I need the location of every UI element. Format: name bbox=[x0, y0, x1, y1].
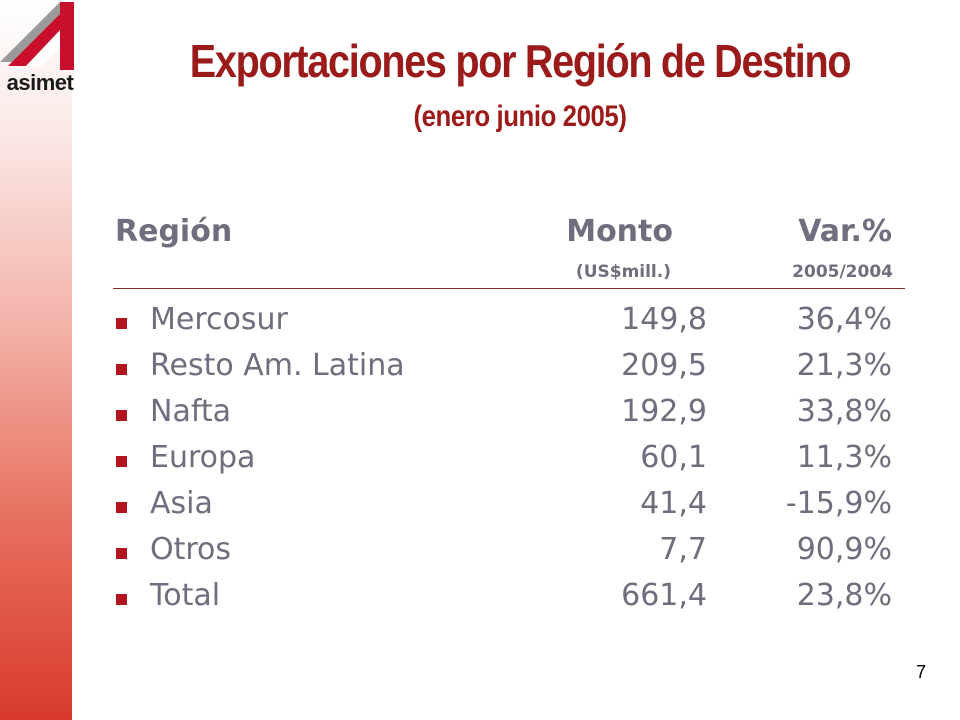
cell-region: Resto Am. Latina bbox=[150, 348, 405, 383]
cell-region: Total bbox=[150, 578, 221, 613]
slide-subtitle: (enero junio 2005) bbox=[413, 100, 627, 133]
cell-monto: 209,5 bbox=[621, 348, 707, 383]
table-row: Resto Am. Latina 209,5 21,3% bbox=[0, 342, 960, 388]
table-body: Mercosur 149,8 36,4% Resto Am. Latina 20… bbox=[0, 296, 960, 618]
cell-monto: 149,8 bbox=[621, 302, 707, 337]
cell-var: 36,4% bbox=[796, 302, 892, 337]
cell-region: Europa bbox=[150, 440, 256, 475]
table-row: Nafta 192,9 33,8% bbox=[0, 388, 960, 434]
bullet-icon bbox=[116, 502, 127, 513]
header-divider bbox=[113, 288, 905, 289]
table-row: Mercosur 149,8 36,4% bbox=[0, 296, 960, 342]
page-number: 7 bbox=[915, 662, 926, 682]
cell-monto: 192,9 bbox=[621, 394, 707, 429]
cell-var: 90,9% bbox=[796, 532, 892, 567]
cell-monto: 60,1 bbox=[640, 440, 707, 475]
cell-region: Asia bbox=[150, 486, 213, 521]
cell-var: 11,3% bbox=[796, 440, 892, 475]
cell-monto: 7,7 bbox=[659, 532, 707, 567]
slide-title: Exportaciones por Región de Destino bbox=[189, 35, 852, 87]
bullet-icon bbox=[116, 364, 127, 375]
table-row-total: Total 661,4 23,8% bbox=[0, 572, 960, 618]
table-row: Asia 41,4 -15,9% bbox=[0, 480, 960, 526]
bullet-icon bbox=[116, 456, 127, 467]
header-var: Var.% bbox=[798, 214, 892, 249]
bullet-icon bbox=[116, 594, 127, 605]
cell-region: Mercosur bbox=[150, 302, 288, 337]
cell-monto: 661,4 bbox=[621, 578, 707, 613]
cell-monto: 41,4 bbox=[640, 486, 707, 521]
table-row: Otros 7,7 90,9% bbox=[0, 526, 960, 572]
header-region: Región bbox=[115, 214, 233, 249]
asimet-logo: asimet bbox=[0, 0, 80, 104]
cell-region: Otros bbox=[150, 532, 232, 567]
header-monto: Monto bbox=[566, 214, 673, 249]
cell-var: 23,8% bbox=[796, 578, 892, 613]
bullet-icon bbox=[116, 548, 127, 559]
table-row: Europa 60,1 11,3% bbox=[0, 434, 960, 480]
cell-var: 21,3% bbox=[796, 348, 892, 383]
header-monto-unit: (US$mill.) bbox=[575, 262, 671, 282]
logo-text: asimet bbox=[6, 70, 74, 95]
decorative-sidebar-gradient bbox=[0, 0, 72, 720]
asimet-logo-mark bbox=[0, 2, 74, 70]
header-var-period: 2005/2004 bbox=[792, 262, 893, 282]
bullet-icon bbox=[116, 410, 127, 421]
cell-var: -15,9% bbox=[785, 486, 892, 521]
cell-var: 33,8% bbox=[796, 394, 892, 429]
bullet-icon bbox=[116, 318, 127, 329]
cell-region: Nafta bbox=[150, 394, 232, 429]
